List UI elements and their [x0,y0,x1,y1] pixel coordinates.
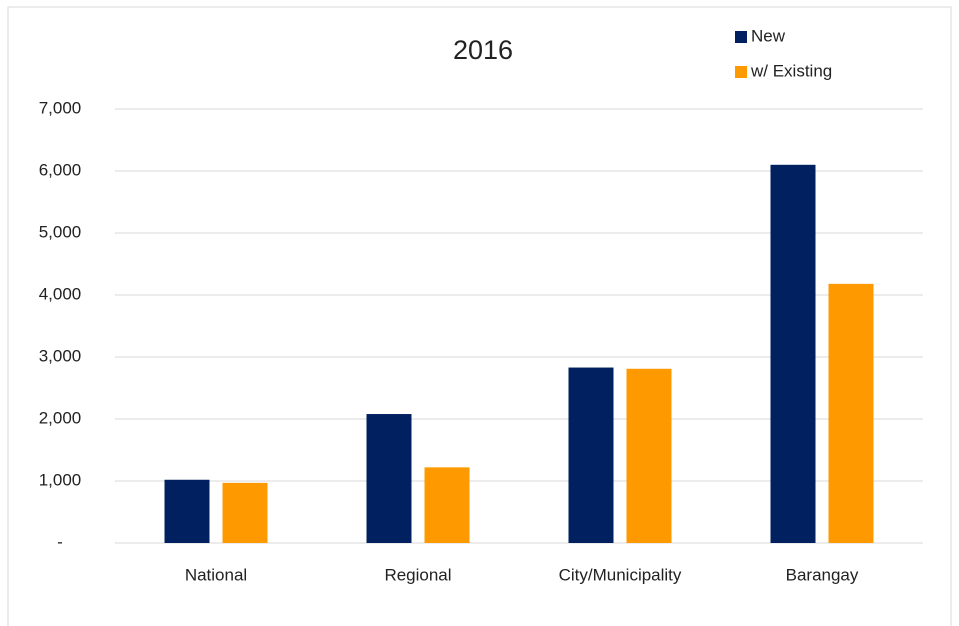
bar [222,482,268,543]
legend-label: w/ Existing [750,61,832,80]
bar [568,367,614,543]
y-tick-label: - [57,532,63,551]
bar [770,164,816,544]
chart-title: 2016 [453,35,513,65]
bar [424,467,470,543]
bar [164,479,210,543]
x-tick-label: City/Municipality [559,565,682,584]
legend-label: New [751,26,786,45]
bar [626,368,672,543]
y-tick-label: 2,000 [39,408,82,427]
x-tick-label: Barangay [786,565,859,584]
y-tick-label: 6,000 [39,160,82,179]
y-tick-label: 3,000 [39,346,82,365]
y-tick-label: 4,000 [39,284,82,303]
x-tick-label: National [185,565,247,584]
legend-swatch [735,66,747,78]
bar [366,414,412,543]
y-tick-label: 5,000 [39,222,82,241]
y-tick-label: 7,000 [39,98,82,117]
y-tick-label: 1,000 [39,470,82,489]
bar [828,283,874,543]
legend-swatch [735,31,747,43]
x-tick-label: Regional [384,565,451,584]
